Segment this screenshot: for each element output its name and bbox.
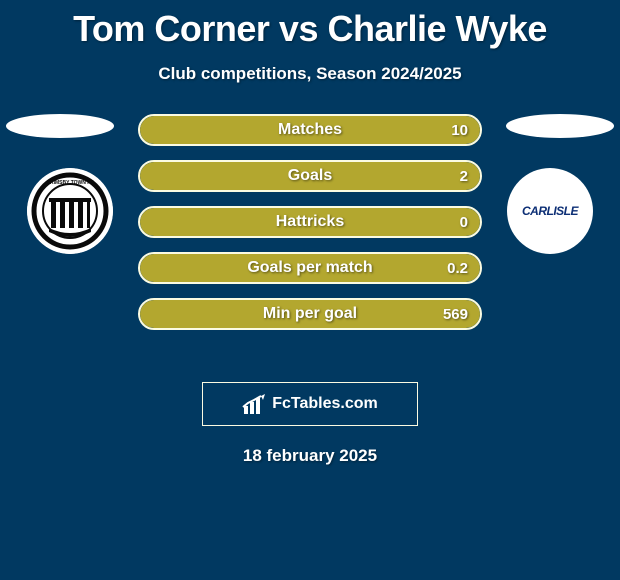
stat-bar-fill <box>140 116 480 144</box>
right-platform-shadow <box>506 114 614 138</box>
comparison-arena: GRIMSBY TOWN FC CARLISLE Matches10 Goals2… <box>0 114 620 364</box>
brand-text: FcTables.com <box>272 395 378 413</box>
stat-bar-fill <box>140 162 480 190</box>
stat-right-value: 569 <box>443 300 468 328</box>
stat-bar-fill <box>140 300 480 328</box>
stat-bar: Matches10 <box>138 114 482 146</box>
stat-right-value: 0.2 <box>447 254 468 282</box>
stat-right-value: 2 <box>460 162 468 190</box>
grimsby-crest-icon: GRIMSBY TOWN FC <box>27 168 113 254</box>
fctables-chart-icon <box>242 394 266 414</box>
stat-bars: Matches10 Goals2 Hattricks0 Goals per match… <box>138 114 482 344</box>
stat-bar: Goals per match0.2 <box>138 252 482 284</box>
stat-bar-fill <box>140 208 480 236</box>
stat-bar: Hattricks0 <box>138 206 482 238</box>
stat-bar-fill <box>140 254 480 282</box>
right-team-crest: CARLISLE <box>507 168 593 254</box>
stat-right-value: 10 <box>451 116 468 144</box>
svg-text:GRIMSBY TOWN FC: GRIMSBY TOWN FC <box>46 180 94 186</box>
left-platform-shadow <box>6 114 114 138</box>
brand-box: FcTables.com <box>202 382 418 426</box>
stat-bar: Min per goal569 <box>138 298 482 330</box>
stat-right-value: 0 <box>460 208 468 236</box>
carlisle-logo-text: CARLISLE <box>522 204 578 218</box>
page-title: Tom Corner vs Charlie Wyke <box>0 0 620 50</box>
subtitle: Club competitions, Season 2024/2025 <box>0 64 620 84</box>
date-text: 18 february 2025 <box>0 446 620 466</box>
stat-bar: Goals2 <box>138 160 482 192</box>
left-team-crest: GRIMSBY TOWN FC <box>27 168 113 254</box>
